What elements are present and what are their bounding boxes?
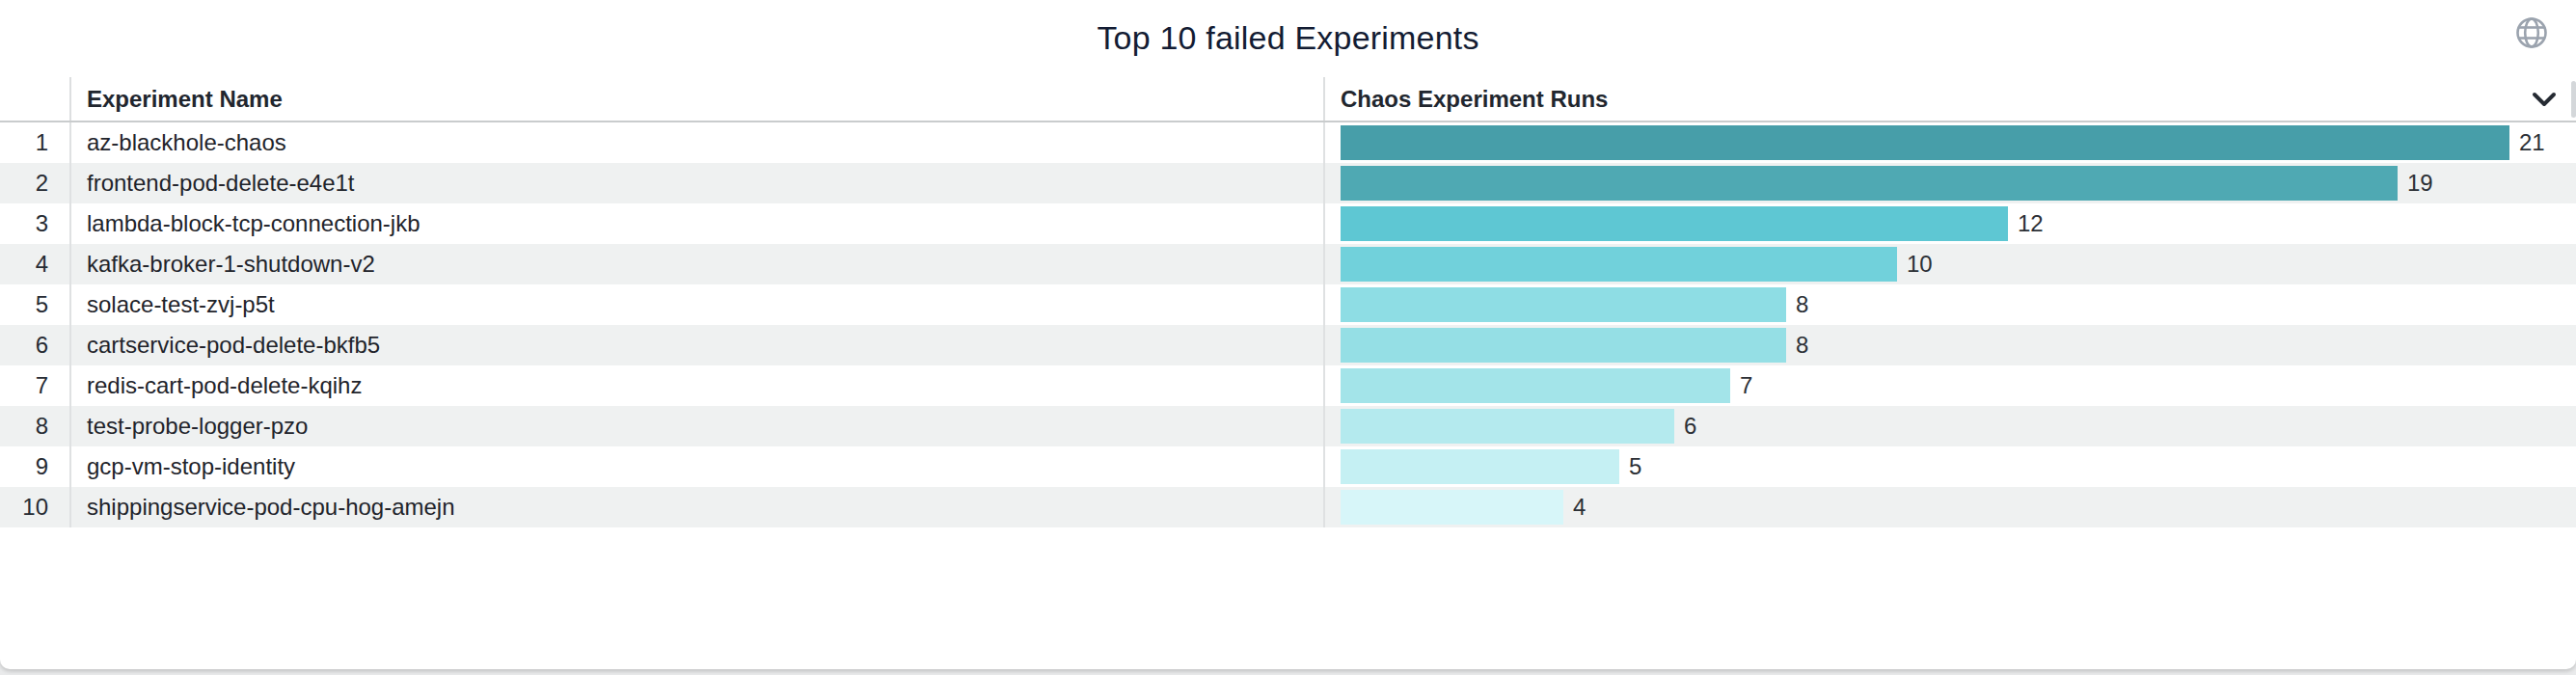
bar-cell: 4 bbox=[1325, 487, 2576, 527]
bar-value-label: 12 bbox=[2018, 210, 2044, 237]
experiment-runs-bar[interactable] bbox=[1341, 206, 2008, 241]
bar-cell: 5 bbox=[1325, 446, 2576, 487]
row-rank: 5 bbox=[0, 284, 71, 325]
bar-cell: 8 bbox=[1325, 325, 2576, 365]
experiment-runs-bar[interactable] bbox=[1341, 368, 1730, 403]
scrollbar-thumb[interactable] bbox=[2571, 81, 2576, 118]
bar-value-label: 10 bbox=[1907, 251, 1933, 278]
row-rank: 1 bbox=[0, 122, 71, 163]
experiment-runs-bar[interactable] bbox=[1341, 409, 1674, 444]
table-row: 1az-blackhole-chaos 21 bbox=[0, 122, 2576, 163]
experiment-name: cartservice-pod-delete-bkfb5 bbox=[71, 325, 1325, 365]
bar-value-label: 5 bbox=[1629, 453, 1641, 480]
bar-cell: 7 bbox=[1325, 365, 2576, 406]
bar-value-label: 4 bbox=[1573, 494, 1586, 521]
experiment-name: lambda-block-tcp-connection-jkb bbox=[71, 203, 1325, 244]
experiment-runs-bar[interactable] bbox=[1341, 490, 1563, 525]
bar-cell: 21 bbox=[1325, 122, 2576, 163]
row-rank: 3 bbox=[0, 203, 71, 244]
experiment-name: shippingservice-pod-cpu-hog-amejn bbox=[71, 487, 1325, 527]
bar-value-label: 8 bbox=[1796, 291, 1808, 318]
table-row: 9gcp-vm-stop-identity 5 bbox=[0, 446, 2576, 487]
table-row: 7redis-cart-pod-delete-kqihz7 bbox=[0, 365, 2576, 406]
table-body: 1az-blackhole-chaos212frontend-pod-delet… bbox=[0, 122, 2576, 527]
experiment-runs-bar[interactable] bbox=[1341, 125, 2509, 160]
row-rank: 9 bbox=[0, 446, 71, 487]
bar-value-label: 6 bbox=[1684, 413, 1696, 440]
panel-title: Top 10 failed Experiments bbox=[0, 0, 2576, 57]
bar-value-label: 21 bbox=[2519, 129, 2545, 156]
experiment-runs-bar[interactable] bbox=[1341, 247, 1897, 282]
table-row: 4kafka-broker-1-shutdown-v2 10 bbox=[0, 244, 2576, 284]
experiment-name: redis-cart-pod-delete-kqihz bbox=[71, 365, 1325, 406]
row-rank: 8 bbox=[0, 406, 71, 446]
experiment-name: frontend-pod-delete-e4e1t bbox=[71, 163, 1325, 203]
table-row: 2frontend-pod-delete-e4e1t 19 bbox=[0, 163, 2576, 203]
row-rank: 6 bbox=[0, 325, 71, 365]
bar-value-label: 19 bbox=[2407, 170, 2433, 197]
table-header: Experiment Name Chaos Experiment Runs bbox=[0, 77, 2576, 122]
row-rank: 10 bbox=[0, 487, 71, 527]
experiment-name: az-blackhole-chaos bbox=[71, 122, 1325, 163]
experiment-name: kafka-broker-1-shutdown-v2 bbox=[71, 244, 1325, 284]
experiment-name: test-probe-logger-pzo bbox=[71, 406, 1325, 446]
runs-column-label: Chaos Experiment Runs bbox=[1341, 86, 1608, 113]
experiment-runs-bar[interactable] bbox=[1341, 287, 1786, 322]
globe-icon bbox=[2514, 15, 2549, 50]
bar-cell: 8 bbox=[1325, 284, 2576, 325]
chart-panel: Top 10 failed Experiments Experiment Nam… bbox=[0, 0, 2576, 669]
bar-cell: 12 bbox=[1325, 203, 2576, 244]
table-row: 8test-probe-logger-pzo 6 bbox=[0, 406, 2576, 446]
table-row: 10shippingservice-pod-cpu-hog-amejn 4 bbox=[0, 487, 2576, 527]
bar-value-label: 8 bbox=[1796, 332, 1808, 359]
experiment-runs-bar[interactable] bbox=[1341, 328, 1786, 363]
bar-cell: 6 bbox=[1325, 406, 2576, 446]
experiment-runs-bar[interactable] bbox=[1341, 449, 1619, 484]
experiment-name-column-header[interactable]: Experiment Name bbox=[71, 77, 1325, 121]
row-rank: 4 bbox=[0, 244, 71, 284]
rank-column-header bbox=[0, 77, 71, 121]
bar-cell: 10 bbox=[1325, 244, 2576, 284]
bar-value-label: 7 bbox=[1740, 372, 1752, 399]
table-row: 3lambda-block-tcp-connection-jkb 12 bbox=[0, 203, 2576, 244]
experiment-name: gcp-vm-stop-identity bbox=[71, 446, 1325, 487]
experiment-name: solace-test-zvj-p5t bbox=[71, 284, 1325, 325]
chevron-down-icon[interactable] bbox=[2532, 92, 2557, 107]
row-rank: 2 bbox=[0, 163, 71, 203]
experiment-runs-bar[interactable] bbox=[1341, 166, 2398, 201]
row-rank: 7 bbox=[0, 365, 71, 406]
experiment-name-column-label: Experiment Name bbox=[87, 86, 283, 113]
table-row: 5solace-test-zvj-p5t 8 bbox=[0, 284, 2576, 325]
bar-cell: 19 bbox=[1325, 163, 2576, 203]
runs-column-header[interactable]: Chaos Experiment Runs bbox=[1325, 77, 2576, 121]
table-row: 6cartservice-pod-delete-bkfb5 8 bbox=[0, 325, 2576, 365]
panel-header: Top 10 failed Experiments bbox=[0, 0, 2576, 77]
